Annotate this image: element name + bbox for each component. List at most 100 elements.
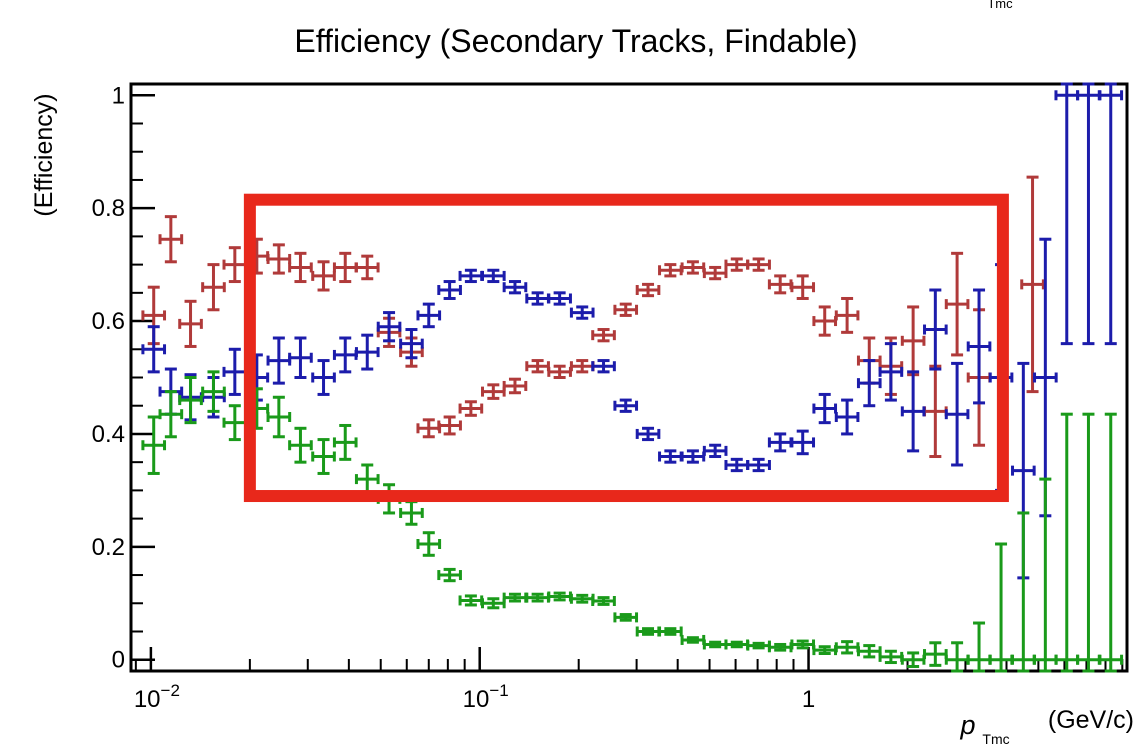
data-point	[658, 263, 683, 278]
data-point	[900, 370, 926, 453]
data-point	[178, 299, 203, 348]
x-axis-label-symbol: p	[959, 710, 975, 740]
series-2	[141, 82, 1124, 580]
data-point	[680, 449, 706, 464]
data-point	[923, 288, 948, 371]
data-point	[702, 443, 728, 459]
data-point	[1076, 82, 1101, 346]
data-point	[812, 645, 838, 656]
data-point	[288, 336, 313, 379]
data-point	[547, 591, 572, 602]
data-point	[458, 268, 484, 284]
data-series	[141, 82, 1124, 673]
data-point	[1020, 175, 1045, 394]
data-point	[222, 404, 248, 442]
corner-label: Tmc	[987, 0, 1013, 11]
data-point	[222, 246, 248, 284]
data-point	[201, 263, 226, 312]
data-point	[332, 423, 358, 461]
data-point	[525, 592, 550, 603]
data-point	[658, 449, 683, 464]
data-point	[923, 641, 948, 667]
data-point	[1076, 412, 1101, 673]
data-point	[547, 291, 572, 306]
data-point	[680, 634, 706, 645]
data-point	[1054, 82, 1080, 346]
data-point	[481, 383, 506, 400]
data-point	[834, 640, 860, 655]
data-point	[944, 251, 970, 357]
y-tick-label: 0.6	[92, 308, 125, 335]
data-point	[399, 328, 424, 360]
data-point	[502, 592, 528, 603]
series-3	[141, 370, 1124, 673]
data-point	[1011, 511, 1036, 673]
data-point	[944, 361, 970, 467]
data-point	[266, 336, 292, 385]
data-point	[702, 265, 728, 281]
x-tick-label: 10−1	[463, 681, 509, 713]
data-point	[354, 463, 380, 495]
data-point	[158, 215, 184, 264]
x-axis: 10−2 10−1 1	[134, 647, 1124, 713]
data-point	[724, 639, 750, 650]
data-point	[767, 274, 793, 295]
data-point	[923, 364, 948, 459]
highlight-box	[243, 193, 1009, 503]
data-point	[416, 418, 442, 439]
data-point	[746, 640, 771, 651]
data-point	[502, 377, 528, 395]
data-point	[416, 302, 442, 329]
data-point	[569, 305, 595, 320]
data-point	[332, 251, 358, 284]
data-point	[266, 243, 292, 275]
data-point	[790, 639, 816, 650]
data-point	[812, 305, 838, 337]
data-point	[790, 429, 816, 456]
data-point	[613, 398, 639, 413]
data-point	[635, 282, 661, 298]
data-point	[502, 280, 528, 295]
data-point	[1033, 477, 1058, 673]
data-point	[724, 457, 750, 473]
data-point	[311, 438, 336, 475]
data-point	[354, 333, 380, 371]
data-point	[635, 626, 661, 637]
data-point	[311, 260, 336, 292]
data-point	[158, 390, 184, 439]
data-point	[376, 311, 402, 343]
data-point	[746, 457, 771, 473]
data-point	[141, 415, 167, 475]
data-point	[900, 305, 926, 377]
x-axis-label: p Tmc (GeV/c)	[959, 706, 1134, 747]
y-tick-label: 0	[112, 647, 125, 674]
y-tick-label: 0.4	[92, 421, 125, 448]
data-point	[856, 359, 882, 408]
data-point	[266, 395, 292, 439]
data-point	[790, 274, 816, 300]
data-point	[547, 364, 572, 379]
x-axis-label-subscript: Tmc	[982, 731, 1009, 747]
data-point	[354, 254, 380, 281]
data-point	[591, 359, 616, 374]
data-point	[724, 257, 750, 272]
data-point	[288, 251, 313, 284]
x-tick-label: 1	[802, 686, 815, 713]
data-point	[481, 268, 506, 284]
data-point	[1098, 82, 1124, 346]
y-axis: 0 0.2 0.4 0.6 0.8 1	[92, 82, 155, 674]
data-point	[569, 593, 595, 604]
data-point	[966, 621, 992, 673]
data-point	[311, 359, 336, 396]
data-point	[635, 426, 661, 442]
data-point	[525, 359, 550, 374]
data-point	[458, 594, 484, 607]
y-tick-label: 0.8	[92, 195, 125, 222]
data-point	[658, 626, 683, 637]
data-point	[988, 542, 1014, 673]
chart-title: Efficiency (Secondary Tracks, Findable)	[294, 23, 857, 59]
data-point	[1054, 412, 1080, 673]
data-point	[222, 347, 248, 396]
data-point	[746, 257, 771, 272]
